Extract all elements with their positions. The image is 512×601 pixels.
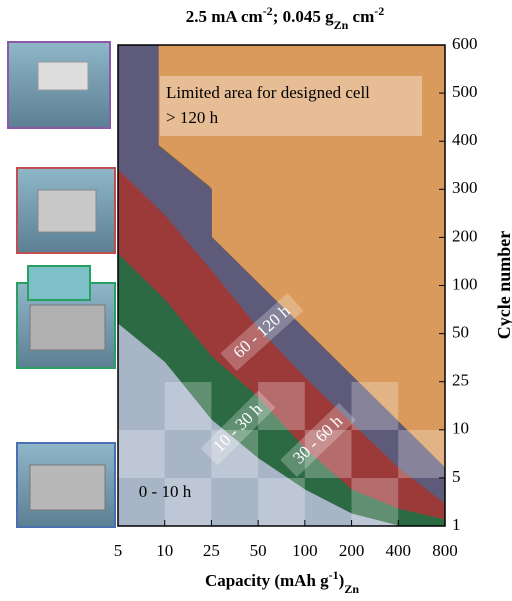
photo-cell [37, 189, 97, 233]
y-tick-label: 25 [452, 371, 469, 390]
tile [258, 478, 305, 526]
y-tick-label: 300 [452, 178, 478, 197]
x-tick-label: 100 [292, 541, 318, 560]
region-label-box [200, 390, 276, 466]
y-tick-label: 200 [452, 226, 478, 245]
chart-title-part: cm [348, 7, 374, 26]
photo-inset [27, 265, 91, 301]
x-axis-title-part: Zn [344, 582, 359, 596]
x-tick-label: 25 [203, 541, 220, 560]
photos [7, 41, 116, 528]
y-tick-label: 5 [452, 467, 461, 486]
region-label: 0 - 10 h [139, 482, 192, 501]
tile [258, 382, 305, 430]
tile [164, 478, 212, 526]
x-axis-title: Capacity (mAh g-1)Zn [205, 568, 359, 596]
x-axis-title-part: ) [339, 571, 345, 590]
region-label-box [220, 292, 304, 372]
region-label-group: 0 - 10 h [139, 482, 192, 501]
tile [211, 430, 259, 478]
region-boundary [117, 323, 445, 527]
annotation: > 120 h [166, 108, 219, 127]
x-tick-label: 800 [432, 541, 458, 560]
x-tick-label: 5 [114, 541, 123, 560]
photo-cell [29, 464, 106, 511]
x-axis-title-part: -1 [329, 568, 339, 582]
chart-title-part: ; 0.045 g [273, 7, 334, 26]
y-tick-label: 1 [452, 515, 461, 534]
tile [398, 430, 445, 478]
y-tick-label: 10 [452, 419, 469, 438]
annotation-box [160, 76, 422, 136]
photo-cell [29, 304, 106, 351]
x-tick-label: 400 [386, 541, 412, 560]
x-tick-label: 50 [250, 541, 267, 560]
y-tick-label: 600 [452, 34, 478, 53]
chart-title-part: 2.5 mA cm [186, 7, 263, 26]
tile [164, 382, 212, 430]
tiles [118, 382, 445, 526]
tile [351, 478, 399, 526]
y-tick-label: 400 [452, 130, 478, 149]
tile [351, 382, 399, 430]
region-boundary [117, 169, 446, 505]
tile [118, 430, 165, 478]
chart-title: 2.5 mA cm-2; 0.045 gZn cm-2 [186, 4, 385, 32]
x-axis-title-part: Capacity (mAh g [205, 571, 329, 590]
y-axis-title: Cycle number [494, 231, 512, 339]
chart-title-part: Zn [334, 18, 349, 32]
region [118, 323, 445, 526]
y-tick-label: 50 [452, 323, 469, 342]
y-tick-label: 500 [452, 82, 478, 101]
region-boundary [117, 253, 446, 521]
photo-cell [37, 61, 89, 91]
chart-title-part: -2 [374, 4, 384, 18]
y-tick-label: 100 [452, 274, 478, 293]
region-boundary [157, 45, 446, 469]
annotation: Limited area for designed cell [166, 83, 370, 102]
x-tick-label: 200 [339, 541, 365, 560]
chart-title-part: -2 [263, 4, 273, 18]
x-tick-label: 10 [156, 541, 173, 560]
tile [304, 430, 352, 478]
region-label-box [280, 402, 356, 478]
